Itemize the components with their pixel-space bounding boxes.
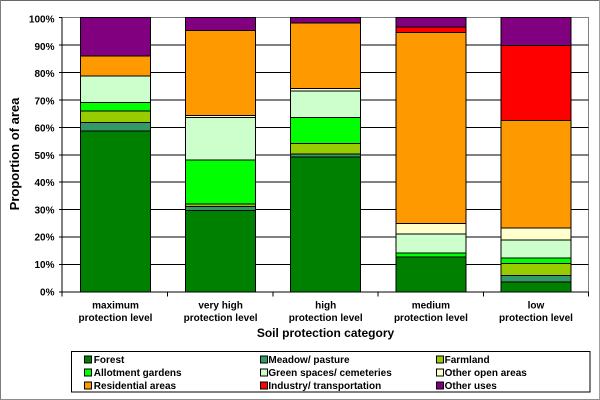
svg-text:20%: 20% xyxy=(34,233,54,244)
svg-text:Allotment gardens: Allotment gardens xyxy=(94,368,182,379)
svg-text:very high: very high xyxy=(198,301,242,312)
svg-text:Industry/ transportation: Industry/ transportation xyxy=(268,381,381,392)
svg-text:60%: 60% xyxy=(34,124,54,135)
svg-text:0%: 0% xyxy=(40,287,55,298)
svg-text:Other uses: Other uses xyxy=(445,381,498,392)
svg-text:protection level: protection level xyxy=(499,313,573,324)
svg-text:Residential areas: Residential areas xyxy=(94,381,177,392)
svg-text:protection level: protection level xyxy=(79,313,153,324)
svg-text:90%: 90% xyxy=(34,42,54,53)
svg-text:Proportion of area: Proportion of area xyxy=(7,97,22,210)
svg-text:Forest: Forest xyxy=(94,355,125,366)
svg-text:Farmland: Farmland xyxy=(445,355,490,366)
svg-text:low: low xyxy=(528,301,545,312)
svg-text:Soil protection category: Soil protection category xyxy=(257,326,395,340)
svg-text:Other open areas: Other open areas xyxy=(445,368,528,379)
svg-text:protection level: protection level xyxy=(289,313,363,324)
svg-text:30%: 30% xyxy=(34,206,54,217)
svg-text:Green spaces/ cemeteries: Green spaces/ cemeteries xyxy=(268,368,392,379)
svg-text:70%: 70% xyxy=(34,96,54,107)
svg-text:high: high xyxy=(315,301,336,312)
svg-text:40%: 40% xyxy=(34,178,54,189)
svg-text:10%: 10% xyxy=(34,260,54,271)
svg-text:100%: 100% xyxy=(29,15,55,26)
svg-text:Meadow/ pasture: Meadow/ pasture xyxy=(268,355,350,366)
svg-text:protection level: protection level xyxy=(184,313,258,324)
svg-text:80%: 80% xyxy=(34,69,54,80)
svg-text:maximum: maximum xyxy=(92,301,139,312)
svg-text:50%: 50% xyxy=(34,151,54,162)
svg-text:protection level: protection level xyxy=(394,313,468,324)
svg-text:medium: medium xyxy=(412,301,450,312)
